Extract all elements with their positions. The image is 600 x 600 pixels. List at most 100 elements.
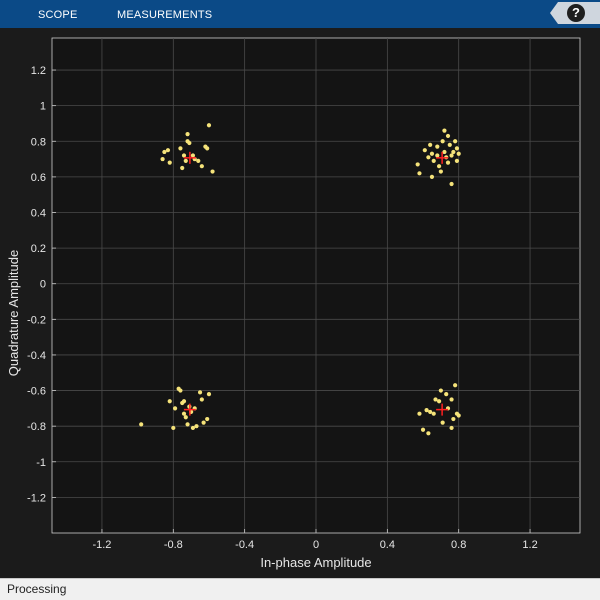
sample-point	[420, 427, 426, 432]
y-tick-label: -0.6	[27, 386, 46, 398]
sample-point	[183, 415, 188, 420]
sample-point	[449, 181, 454, 187]
samples	[139, 123, 461, 436]
sample-point	[445, 160, 451, 165]
sample-point	[417, 171, 422, 176]
sample-point	[442, 149, 447, 155]
sample-point	[424, 408, 429, 413]
y-tick-label: -0.4	[27, 350, 46, 362]
x-tick-label: 1.2	[522, 539, 537, 551]
sample-point	[181, 411, 187, 416]
sample-point	[438, 388, 443, 393]
toolstrip: SCOPE MEASUREMENTS ?	[0, 0, 600, 28]
reference-marker	[183, 151, 196, 164]
sample-point	[444, 392, 449, 397]
sample-point	[160, 156, 165, 162]
sample-point	[181, 399, 187, 404]
y-tick-label: -0.8	[27, 421, 46, 433]
sample-point	[456, 413, 461, 418]
sample-point	[454, 158, 460, 163]
sample-point	[165, 148, 171, 153]
y-tick-label: 0	[40, 279, 46, 291]
sample-point	[442, 128, 447, 133]
tab-scope[interactable]: SCOPE	[38, 9, 78, 21]
sample-point	[440, 420, 445, 425]
constellation-plot: -1.2 -0.8 -0.4 0 0.4 0.8 1.2 1.2 1 0.8 0.6 0.4 0.2 0 -…	[0, 28, 600, 578]
sample-point	[167, 160, 172, 165]
sample-point	[162, 149, 167, 155]
sample-point	[185, 132, 190, 137]
sample-point	[454, 146, 460, 151]
reference-marker	[183, 403, 196, 416]
x-tick-label: -0.8	[164, 539, 183, 551]
sample-point	[171, 425, 176, 431]
sample-point	[210, 169, 215, 174]
sample-point	[428, 409, 433, 415]
sample-point	[206, 392, 212, 397]
sample-point	[451, 149, 456, 155]
sample-point	[438, 169, 443, 174]
sample-point	[426, 155, 431, 160]
sample-point	[431, 158, 436, 163]
reference-constellation	[183, 151, 449, 416]
sample-point	[187, 140, 192, 146]
sample-point	[449, 153, 454, 158]
constellation-svg: -1.2 -0.8 -0.4 0 0.4 0.8 1.2 1.2 1 0.8 0.6 0.4 0.2 0 -…	[6, 37, 581, 570]
sample-point	[449, 397, 454, 402]
tab-measurements[interactable]: MEASUREMENTS	[117, 9, 213, 21]
status-bar: Processing	[0, 578, 600, 600]
reference-marker	[436, 151, 449, 164]
sample-point	[199, 397, 204, 402]
sample-point	[205, 416, 210, 422]
sample-point	[431, 411, 436, 416]
grid	[52, 38, 580, 533]
y-tick-label: 1.2	[31, 65, 46, 77]
y-tick-label: 0.6	[31, 172, 46, 184]
x-axis-label: In-phase Amplitude	[260, 555, 371, 570]
sample-point	[206, 123, 212, 128]
x-tick-label: 0.4	[380, 539, 395, 551]
sample-point	[435, 153, 440, 158]
sample-point	[428, 142, 433, 147]
sample-point	[445, 133, 451, 139]
status-text: Processing	[7, 582, 67, 596]
sample-point	[426, 431, 431, 436]
reference-marker	[436, 403, 449, 416]
help-area: ?	[550, 2, 600, 24]
sample-point	[451, 416, 456, 422]
help-button[interactable]: ?	[567, 4, 585, 22]
sample-point	[433, 397, 438, 402]
sample-point	[185, 422, 190, 427]
x-tick-label: -1.2	[92, 539, 111, 551]
sample-point	[436, 164, 442, 169]
x-tick-label: 0	[313, 539, 319, 551]
sample-point	[199, 164, 204, 169]
sample-point	[436, 399, 442, 404]
sample-point	[205, 146, 210, 151]
sample-point	[178, 146, 183, 151]
y-tick-label: -1	[36, 457, 46, 469]
sample-point	[429, 174, 435, 179]
y-tick-label: 1	[40, 101, 46, 113]
sample-point	[447, 142, 452, 147]
y-tick-label: -1.2	[27, 492, 46, 504]
sample-point	[190, 153, 196, 158]
sample-point	[453, 383, 458, 388]
sample-point	[422, 148, 427, 153]
sample-point	[178, 388, 183, 393]
sample-point	[417, 411, 422, 416]
sample-point	[449, 425, 454, 431]
sample-point	[180, 165, 185, 171]
sample-point	[429, 151, 435, 156]
sample-point	[172, 406, 178, 411]
sample-point	[181, 153, 187, 158]
x-tick-label: -0.4	[235, 539, 254, 551]
sample-point	[190, 425, 196, 431]
y-axis-label: Quadrature Amplitude	[6, 250, 21, 376]
y-tick-label: 0.8	[31, 136, 46, 148]
sample-point	[183, 158, 188, 163]
y-tick-label: 0.2	[31, 243, 46, 255]
sample-point	[139, 422, 144, 427]
sample-point	[435, 144, 440, 149]
sample-point	[415, 162, 420, 167]
